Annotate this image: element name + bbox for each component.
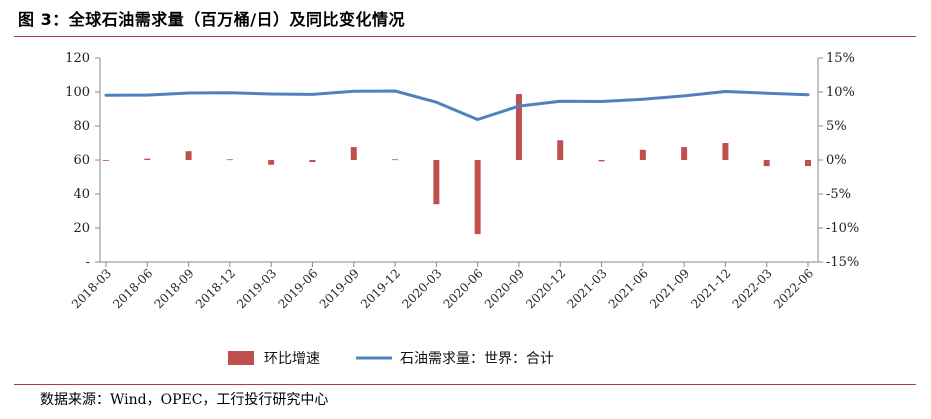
right-tick-label: -5% [826, 187, 851, 202]
x-tick-label: 2021-09 [647, 266, 692, 311]
x-tick-label: 2021-03 [564, 266, 609, 311]
bar [103, 160, 109, 161]
left-tick-label: - [86, 255, 90, 270]
x-tick-label: 2018-09 [152, 266, 197, 311]
bar [392, 159, 399, 161]
bar [557, 140, 564, 160]
right-tick-label: 5% [826, 119, 847, 134]
bar [474, 160, 481, 235]
x-tick-label: 2022-03 [730, 266, 775, 311]
x-tick-label: 2019-06 [275, 266, 320, 311]
x-tick-label: 2020-09 [482, 266, 527, 311]
line-series [104, 89, 810, 121]
left-tick-label: 40 [73, 187, 90, 202]
bar [515, 94, 522, 160]
bar [144, 158, 151, 160]
right-tick-label: -15% [826, 255, 859, 270]
bar [268, 160, 275, 165]
right-tick-label: 15% [826, 51, 855, 66]
bar [309, 160, 316, 163]
x-tick-label: 2018-12 [193, 266, 238, 311]
x-tick-label: 2019-09 [317, 266, 362, 311]
right-tick-label: 10% [826, 85, 855, 100]
bar [226, 159, 233, 161]
x-tick-label: 2019-12 [358, 266, 403, 311]
bar [763, 160, 770, 167]
left-tick-label: 120 [65, 51, 90, 66]
x-tick-label: 2021-06 [606, 266, 651, 311]
right-tick-label: -10% [826, 221, 859, 236]
x-tick-label: 2021-12 [688, 266, 733, 311]
legend-label-bar: 环比增速 [264, 351, 320, 367]
page-title: 图 3：全球石油需求量（百万桶/日）及同比变化情况 [18, 10, 406, 29]
x-tick-label: 2018-06 [110, 266, 155, 311]
left-tick-label: 20 [73, 221, 90, 236]
bar [433, 160, 440, 205]
chart: - 20 40 60 80 100 120 -15% -10% -5% 0% 5% 10% 15% 2018… [65, 51, 859, 367]
left-tick-label: 100 [65, 85, 90, 100]
bar [598, 160, 605, 162]
x-tick-label: 2022-06 [771, 266, 816, 311]
x-tick-label: 2018-03 [69, 266, 114, 311]
x-tick-label: 2020-12 [523, 266, 568, 311]
bar [639, 149, 646, 160]
legend-label-line: 石油需求量：世界：合计 [400, 351, 554, 367]
x-tick-label: 2020-06 [441, 266, 486, 311]
left-tick-label: 60 [73, 153, 90, 168]
source-note: 数据来源：Wind，OPEC，工行投行研究中心 [40, 392, 329, 408]
bar [350, 147, 357, 160]
bar [722, 143, 729, 160]
bar [805, 160, 811, 167]
left-tick-label: 80 [73, 119, 90, 134]
x-tick-label: 2020-03 [399, 266, 444, 311]
title-divider [14, 36, 916, 37]
source-divider [14, 384, 916, 385]
bar [681, 147, 688, 160]
right-tick-label: 0% [826, 153, 847, 168]
bar [185, 151, 192, 160]
x-tick-label: 2019-03 [234, 266, 279, 311]
legend-swatch-bar [228, 351, 254, 365]
